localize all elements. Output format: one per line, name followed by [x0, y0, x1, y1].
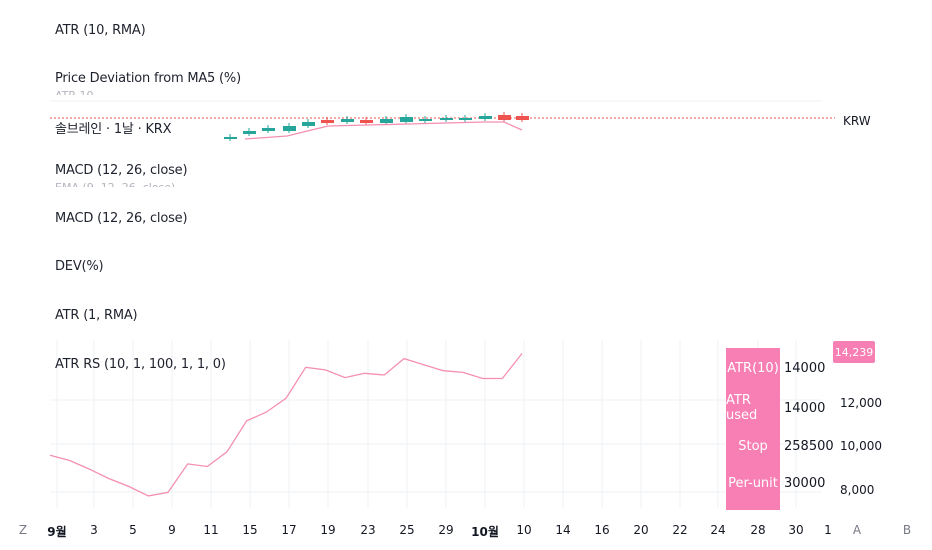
candle: [440, 118, 453, 120]
x-tick: 15: [242, 523, 258, 537]
nav-button-b[interactable]: B: [902, 523, 912, 537]
x-tick: 28: [750, 523, 766, 537]
pane-label-macd1[interactable]: MACD (12, 26, close): [55, 163, 188, 178]
symbol-title[interactable]: 솔브레인 · 1날 · KRX: [55, 122, 172, 137]
x-tick: 1: [824, 523, 832, 537]
last-value-badge: 14,239: [833, 341, 875, 363]
candle: [459, 118, 472, 120]
x-tick: 5: [129, 523, 137, 537]
candle: [283, 126, 296, 131]
x-tick: 25: [399, 523, 415, 537]
pane-label-dev-ma5[interactable]: Price Deviation from MA5 (%): [55, 71, 241, 86]
candle: [498, 115, 511, 120]
candle: [321, 120, 334, 123]
x-tick: 20: [633, 523, 649, 537]
nav-button-z[interactable]: Z: [18, 523, 28, 537]
x-tick: 16: [594, 523, 610, 537]
pane-label-atr10[interactable]: ATR (10, RMA): [55, 23, 146, 38]
candle: [380, 119, 393, 123]
x-tick: 22: [672, 523, 688, 537]
table-value-atr10: 14000: [784, 360, 826, 376]
y-tick-10000: 10,000: [840, 439, 882, 453]
nav-button-a[interactable]: A: [852, 523, 862, 537]
x-tick: 17: [281, 523, 297, 537]
atr-rs-pane: [49, 353, 523, 497]
x-tick: 10: [516, 523, 532, 537]
candle: [341, 119, 354, 122]
x-tick: 23: [360, 523, 376, 537]
x-tick: 3: [90, 523, 98, 537]
x-tick: 9월: [47, 525, 67, 539]
atr-rs-line: [49, 353, 523, 497]
pane-label-atr-rs[interactable]: ATR RS (10, 1, 100, 1, 1, 0): [55, 357, 226, 372]
currency-label: KRW: [843, 114, 871, 128]
candle: [360, 120, 373, 123]
ma-line: [244, 121, 523, 140]
table-value-stop: 258500: [784, 438, 834, 454]
table-value-atr-used: 14000: [784, 400, 826, 416]
table-label-per-unit: Per-unit: [726, 463, 780, 503]
candle: [224, 137, 237, 139]
price-pane: [50, 112, 835, 141]
x-tick: 11: [203, 523, 219, 537]
x-tick: 19: [320, 523, 336, 537]
pane-label-dev[interactable]: DEV(%): [55, 259, 104, 274]
pane-label-macd2[interactable]: MACD (12, 26, close): [55, 211, 188, 226]
table-label-overflow: [726, 503, 780, 510]
ghost-label-atr: ATR 10: [55, 89, 94, 95]
table-value-per-unit: 30000: [784, 475, 826, 491]
candle: [302, 122, 315, 126]
y-tick-12000: 12,000: [840, 396, 882, 410]
y-tick-8000: 8,000: [840, 483, 875, 497]
candle: [479, 116, 492, 119]
x-tick: 24: [710, 523, 726, 537]
table-label-stop: Stop: [726, 426, 780, 466]
candle: [516, 116, 529, 120]
candle: [419, 119, 432, 121]
pane-label-atr1[interactable]: ATR (1, RMA): [55, 308, 138, 323]
x-tick: 30: [788, 523, 804, 537]
table-label-atr-used: ATR used: [726, 388, 780, 428]
candle: [262, 128, 275, 131]
x-tick: 14: [555, 523, 571, 537]
x-tick: 10월: [471, 525, 499, 539]
x-tick: 9: [168, 523, 176, 537]
x-tick: 29: [438, 523, 454, 537]
candle: [400, 117, 413, 122]
ghost-label-macd: EMA (9, 12, 26, close): [55, 181, 175, 187]
table-label-atr10: ATR(10): [726, 348, 780, 388]
candle: [243, 131, 256, 134]
